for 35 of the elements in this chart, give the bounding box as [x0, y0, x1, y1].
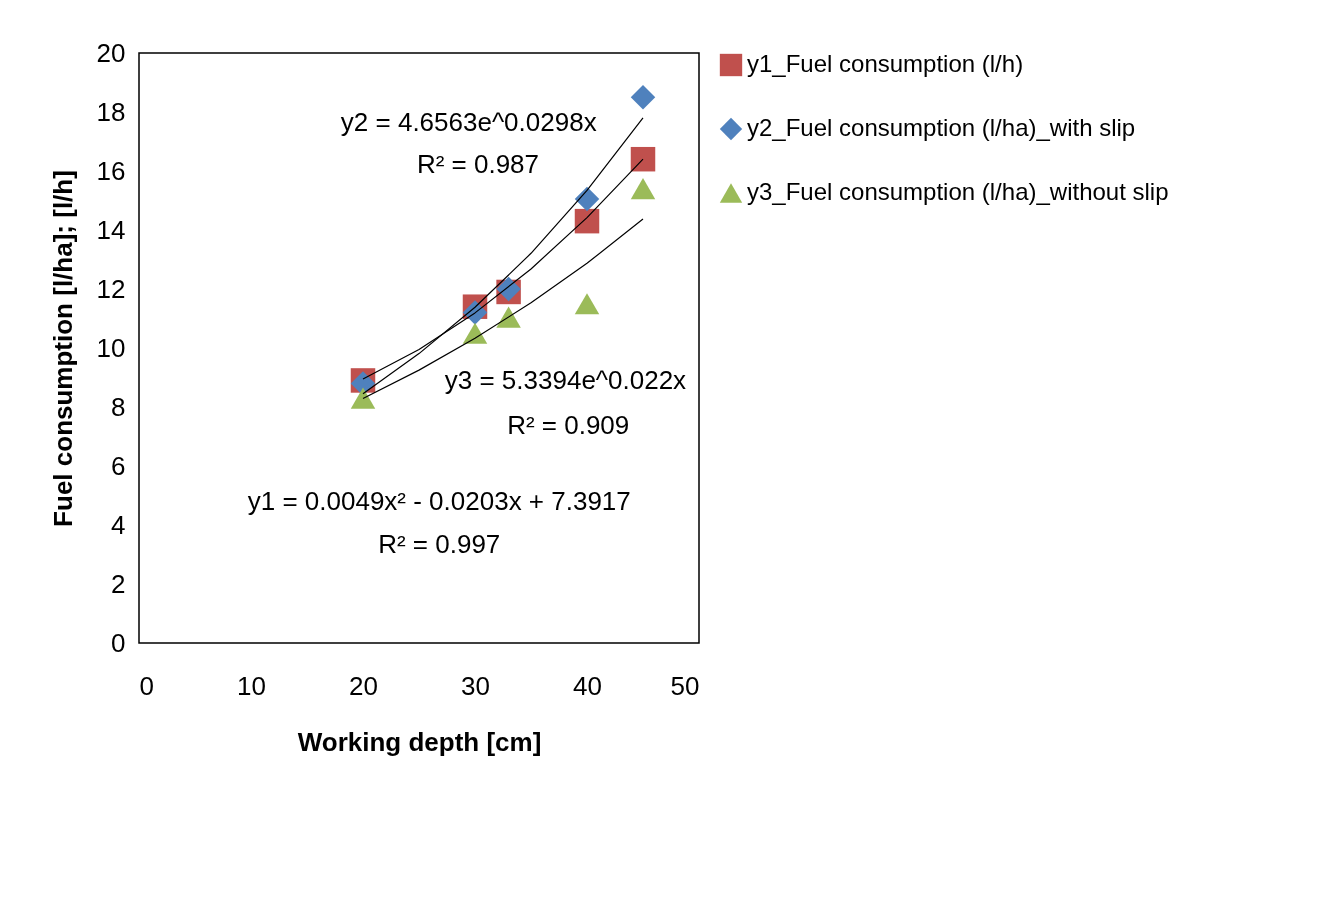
y-tick-label: 10 [96, 332, 126, 363]
y-tick-label: 12 [96, 273, 126, 304]
point [496, 306, 521, 328]
annotation: R² = 0.909 [507, 409, 630, 440]
annotation: y1 = 0.0049x² - 0.0203x + 7.3917 [247, 485, 631, 516]
x-tick-label: 20 [349, 670, 378, 701]
x-tick-label: 50 [670, 670, 700, 701]
point [350, 387, 376, 409]
point [574, 186, 600, 212]
annotation: y2 = 4.6563e^0.0298x [340, 106, 597, 137]
legend-label: y1_Fuel consumption (l/h) [747, 50, 1024, 77]
legend-label: y3_Fuel consumption (l/ha)_without slip [747, 178, 1169, 205]
y-tick-label: 2 [111, 568, 126, 599]
x-axis-title: Working depth [cm] [297, 726, 542, 757]
annotation: R² = 0.997 [378, 529, 501, 560]
point [630, 178, 656, 200]
point [630, 85, 656, 110]
x-tick-label: 40 [573, 670, 602, 701]
y-tick-label: 4 [111, 509, 126, 540]
legend-label: y2_Fuel consumption (l/ha)_with slip [747, 114, 1136, 141]
y-tick-label: 14 [96, 214, 126, 245]
point [574, 293, 600, 315]
x-tick-label: 30 [461, 670, 490, 701]
x-tick-label: 0 [139, 670, 154, 701]
y-tick-label: 8 [111, 391, 126, 422]
point [630, 146, 656, 172]
x-tick-label: 10 [237, 670, 266, 701]
y-tick-label: 20 [96, 37, 126, 68]
y-tick-label: 6 [111, 450, 126, 481]
annotation: R² = 0.987 [416, 149, 540, 180]
annotation: y3 = 5.3394e^0.022x [444, 364, 687, 395]
y-tick-label: 16 [96, 155, 126, 186]
y-tick-label: 18 [96, 96, 126, 127]
y-axis-title: Fuel consumption [l/ha]; [l/h] [47, 170, 78, 527]
y-tick-label: 0 [111, 627, 126, 658]
